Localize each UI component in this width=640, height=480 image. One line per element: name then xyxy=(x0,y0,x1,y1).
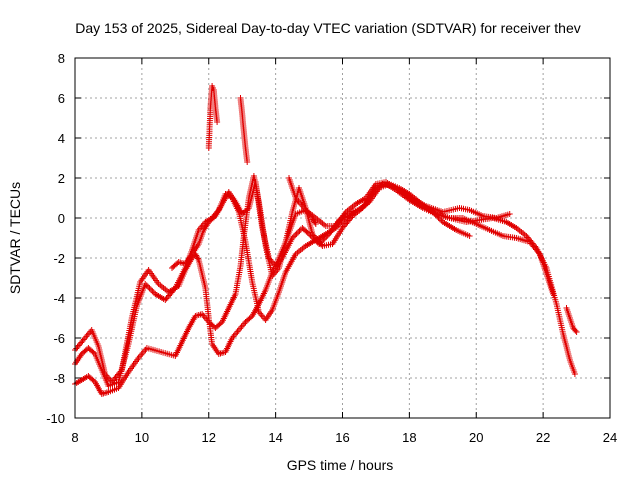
x-tick-label: 14 xyxy=(268,430,282,445)
y-tick-label: 8 xyxy=(58,51,65,66)
x-axis-label: GPS time / hours xyxy=(287,457,394,473)
series-spike-13h xyxy=(237,95,251,165)
x-tick-label: 24 xyxy=(603,430,617,445)
y-tick-label: 2 xyxy=(58,171,65,186)
x-tick-label: 20 xyxy=(469,430,483,445)
data-marks xyxy=(72,83,580,397)
series-scatter-14h xyxy=(286,175,319,227)
y-tick-label: -6 xyxy=(53,331,65,346)
y-axis-label: SDTVAR / TECUs xyxy=(7,182,23,294)
y-tick-label: -2 xyxy=(53,251,65,266)
plot-frame xyxy=(74,57,611,419)
y-tick-label: -4 xyxy=(53,291,65,306)
series-marks xyxy=(72,181,473,385)
y-tick-label: -8 xyxy=(53,371,65,386)
x-tick-label: 22 xyxy=(536,430,550,445)
chart-title: Day 153 of 2025, Sidereal Day-to-day VTE… xyxy=(75,20,581,36)
series-tail-22h xyxy=(563,305,580,335)
y-tick-label: -10 xyxy=(46,411,65,426)
series-marks xyxy=(205,83,221,151)
series-spike-12h xyxy=(205,83,221,151)
series-marks xyxy=(169,179,513,271)
y-tick-label: 0 xyxy=(58,211,65,226)
x-tick-label: 10 xyxy=(135,430,149,445)
x-tick-label: 8 xyxy=(71,430,78,445)
series-marks xyxy=(286,175,319,227)
x-tick-label: 12 xyxy=(202,430,216,445)
y-tick-label: 6 xyxy=(58,91,65,106)
series-track-a xyxy=(72,181,473,385)
series-marks xyxy=(237,95,251,165)
series-marks xyxy=(563,305,580,335)
x-tick-label: 16 xyxy=(335,430,349,445)
x-tick-label: 18 xyxy=(402,430,416,445)
y-tick-label: 4 xyxy=(58,131,65,146)
series-track-b xyxy=(72,181,578,389)
series-track-d xyxy=(169,179,513,271)
series-marks xyxy=(72,181,578,389)
